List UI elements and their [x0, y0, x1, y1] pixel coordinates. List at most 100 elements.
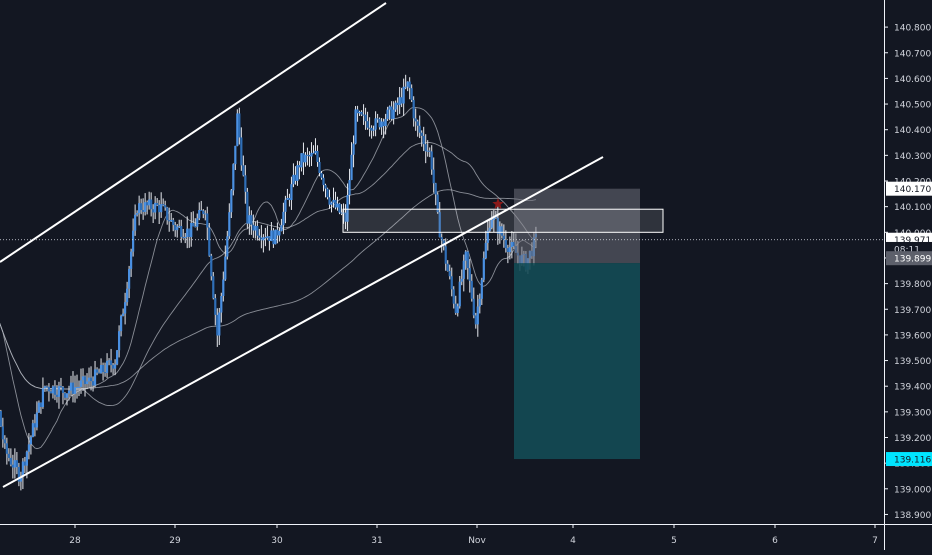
- candle: [85, 373, 89, 390]
- candle-body: [208, 227, 211, 256]
- candle-body: [37, 402, 41, 413]
- candle: [17, 462, 20, 487]
- candle-body: [284, 199, 287, 212]
- price-tick-label: 140.400: [894, 126, 931, 136]
- price-tick-label: 140.700: [894, 49, 931, 59]
- lower-channel-line: [2, 156, 604, 488]
- candle: [107, 358, 111, 366]
- candle-body: [59, 386, 63, 388]
- candle-body: [464, 251, 467, 261]
- candle: [314, 138, 317, 155]
- time-tick-label: 30: [271, 536, 283, 546]
- candle-body: [240, 137, 243, 166]
- candle-body: [150, 199, 153, 210]
- candle: [428, 147, 431, 158]
- candle-body: [204, 213, 207, 215]
- candle-body: [452, 289, 455, 304]
- candle: [101, 362, 105, 381]
- candle-body: [210, 255, 213, 277]
- bid-price-label: 139.899: [886, 251, 932, 266]
- candle-body: [358, 111, 361, 114]
- candle: [254, 221, 257, 239]
- candle-body: [43, 386, 47, 389]
- candle-body: [512, 242, 515, 247]
- candle: [328, 189, 331, 209]
- candle-body: [87, 377, 91, 382]
- price-tick-label: 139.500: [894, 357, 931, 367]
- candle: [49, 389, 53, 394]
- candle-body: [476, 306, 479, 325]
- candle-body: [288, 197, 291, 201]
- candle-body: [97, 372, 101, 374]
- candle-body: [482, 258, 485, 280]
- candle-body: [206, 213, 209, 228]
- candle: [266, 225, 269, 240]
- candle: [406, 81, 409, 92]
- candle: [218, 307, 221, 346]
- candle-body: [306, 154, 309, 156]
- bid-price-label-text: 139.899: [894, 255, 931, 265]
- candle-body: [274, 229, 277, 245]
- candle-body: [21, 461, 24, 477]
- candle: [45, 385, 49, 392]
- candle-body: [200, 210, 203, 212]
- candle-body: [496, 217, 499, 234]
- candle-body: [270, 230, 273, 242]
- candle: [57, 381, 61, 409]
- candle-body: [424, 144, 427, 152]
- candle: [95, 367, 99, 376]
- candle-body: [370, 127, 373, 131]
- stop-price-label: 139.116: [886, 452, 932, 467]
- candle: [360, 110, 363, 117]
- candle-body: [332, 199, 335, 203]
- candle: [446, 260, 449, 272]
- candle: [174, 221, 177, 237]
- price-tick-label: 140.500: [894, 101, 931, 111]
- time-tick-label: 5: [671, 536, 677, 546]
- candle-body: [109, 360, 113, 366]
- candle: [340, 204, 343, 216]
- current-price-label-text: 139.971: [894, 236, 931, 246]
- candle: [308, 151, 311, 167]
- candle: [172, 217, 175, 232]
- candle: [180, 219, 183, 243]
- candle-body: [184, 236, 187, 238]
- candle-body: [356, 109, 359, 114]
- candle-body: [140, 203, 143, 211]
- candle-body: [346, 195, 349, 222]
- candle: [422, 126, 425, 152]
- candle-body: [344, 212, 347, 222]
- candle: [276, 222, 279, 244]
- candle: [240, 127, 243, 171]
- candle: [382, 118, 385, 139]
- candle-body: [414, 118, 417, 122]
- candle-body: [402, 86, 405, 104]
- candle-body: [198, 210, 201, 219]
- price-tick-label: 139.300: [894, 408, 931, 418]
- candle: [3, 435, 6, 449]
- candle-body: [254, 225, 257, 231]
- candle: [124, 292, 127, 325]
- candle: [0, 409, 2, 428]
- candle-body: [290, 184, 293, 201]
- stop-price-label-bg: [886, 452, 932, 467]
- candle: [268, 236, 271, 251]
- candle: [334, 191, 337, 210]
- candle: [362, 104, 365, 125]
- candle-body: [115, 350, 119, 365]
- candle-body: [53, 386, 57, 395]
- candle-body: [276, 229, 279, 236]
- time-tick-label: 31: [371, 536, 382, 546]
- candle-body: [326, 188, 329, 198]
- candle: [43, 385, 47, 392]
- candle: [71, 371, 75, 403]
- candle: [454, 295, 457, 315]
- candle-body: [182, 236, 185, 238]
- candle-body: [302, 153, 305, 163]
- candle-body: [214, 298, 217, 315]
- candle: [29, 435, 33, 455]
- candle: [416, 119, 419, 137]
- candle-body: [374, 118, 377, 130]
